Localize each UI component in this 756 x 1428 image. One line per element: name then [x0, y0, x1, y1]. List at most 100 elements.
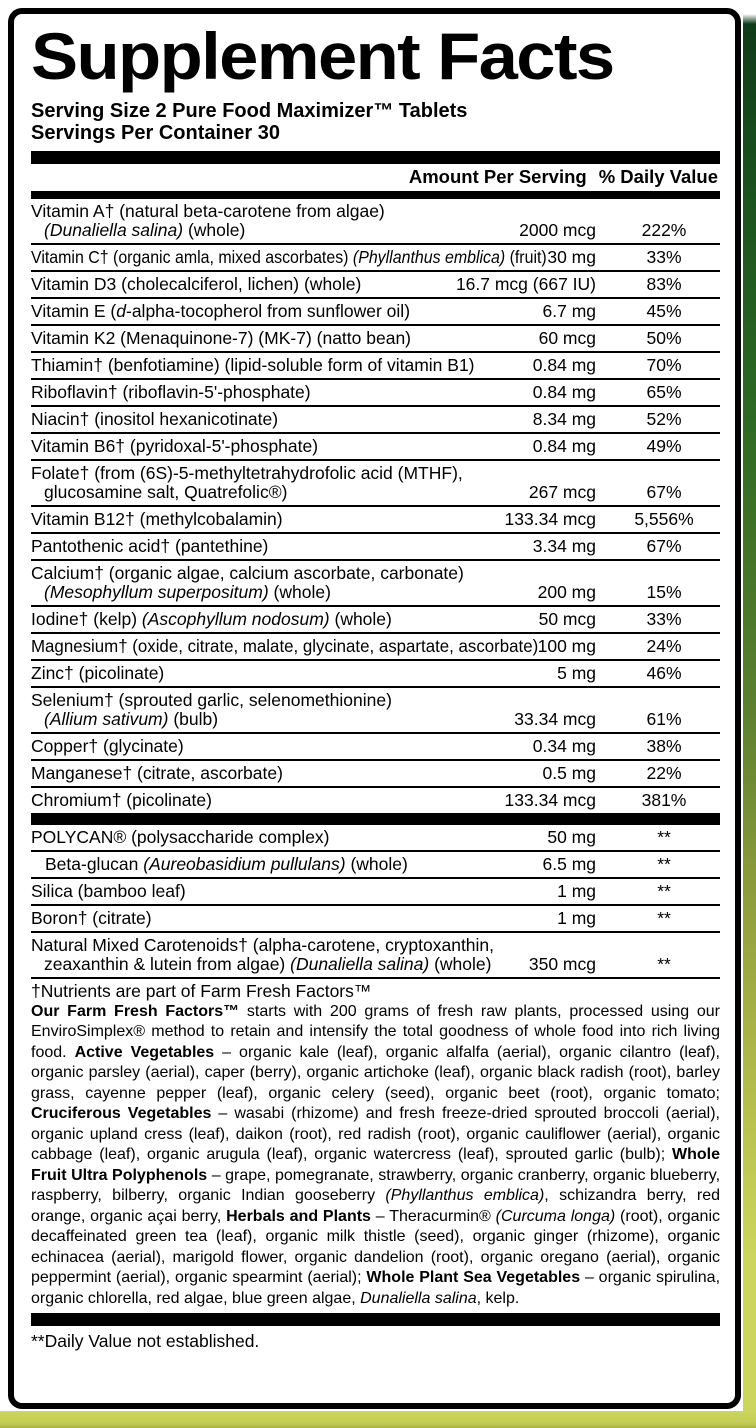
daily-value: 33% [646, 246, 682, 267]
amount-per-serving: 0.84 mg [532, 381, 596, 402]
supplement-facts-panel: Supplement Facts Serving Size 2 Pure Foo… [8, 8, 741, 1409]
table-row: Vitamin C† (organic amla, mixed ascorbat… [31, 242, 720, 270]
table-row: Thiamin† (benfotiamine) (lipid-soluble f… [31, 350, 720, 378]
daily-value: ** [657, 880, 671, 901]
ingredient-name: Iodine† (kelp) (Ascophyllum nodosum) (wh… [31, 608, 392, 629]
amount-per-serving: 50 mcg [538, 608, 596, 629]
daily-value: 15% [646, 581, 682, 602]
table-row: Pantothenic acid† (pantethine) 3.34 mg 67% [31, 531, 720, 559]
amount-per-serving: 133.34 mcg [504, 789, 596, 810]
amount-per-serving: 6.5 mg [542, 853, 597, 874]
ingredient-name: Manganese† (citrate, ascorbate) [31, 762, 283, 783]
serving-size-text: Serving Size 2 Pure Food Maximizer™ Tabl… [31, 99, 468, 122]
ingredients-paragraph: Our Farm Fresh Factors™ starts with 200 … [31, 1002, 721, 1307]
table-row: Manganese† (citrate, ascorbate) 0.5 mg 22% [31, 758, 720, 786]
ingredient-name: Chromium† (picolinate) [31, 789, 212, 810]
daily-value: 38% [646, 735, 682, 756]
other-ingredients-section: POLYCAN® (polysaccharide complex) 50 mg **… [31, 825, 720, 977]
amount-per-serving: 350 mcg [528, 953, 596, 974]
ingredient-name: Copper† (glycinate) [31, 735, 184, 756]
thick-divider-top [31, 150, 720, 164]
amount-per-serving: 6.7 mg [542, 300, 597, 321]
panel-title: Supplement Facts [31, 19, 615, 93]
daily-value: 65% [646, 381, 682, 402]
table-row: Chromium† (picolinate) 133.34 mcg 381% [31, 785, 720, 813]
table-row: Selenium† (sprouted garlic, selenomethio… [31, 685, 720, 732]
table-row: POLYCAN® (polysaccharide complex) 50 mg ** [31, 825, 720, 850]
table-row: Calcium† (organic algae, calcium ascorba… [31, 558, 720, 605]
amount-per-serving: 8.34 mg [532, 408, 596, 429]
ingredient-name: Calcium† (organic algae, calcium ascorba… [31, 562, 464, 602]
amount-per-serving: 60 mcg [538, 327, 596, 348]
amount-per-serving: 2000 mcg [519, 219, 596, 240]
table-row: Zinc† (picolinate) 5 mg 46% [31, 658, 720, 686]
amount-per-serving: 267 mcg [528, 481, 596, 502]
daily-value: 70% [646, 354, 682, 375]
daily-value: ** [657, 853, 671, 874]
daily-value: 83% [646, 273, 682, 294]
table-row: Vitamin B12† (methylcobalamin) 133.34 mcg… [31, 504, 720, 532]
ingredient-name: Vitamin B6† (pyridoxal-5'-phosphate) [31, 435, 319, 456]
amount-per-serving: 1 mg [557, 880, 596, 901]
amount-per-serving: 30 mg [547, 246, 596, 267]
table-row: Copper† (glycinate) 0.34 mg 38% [31, 731, 720, 759]
package-background-bottom [0, 1411, 756, 1428]
amount-per-serving: 133.34 mcg [504, 508, 596, 529]
amount-per-serving: 3.34 mg [532, 535, 596, 556]
daily-value-column-header: % Daily Value [598, 165, 718, 187]
table-row: Iodine† (kelp) (Ascophyllum nodosum) (wh… [31, 604, 720, 632]
amount-per-serving: 100 mg [537, 635, 596, 656]
amount-column-header: Amount Per Serving [408, 165, 587, 187]
amount-per-serving: 50 mg [547, 826, 596, 847]
daily-value: 45% [646, 300, 682, 321]
ingredient-name: Thiamin† (benfotiamine) (lipid-soluble f… [31, 354, 475, 375]
daily-value: 46% [646, 662, 682, 683]
ingredient-name: Selenium† (sprouted garlic, selenomethio… [31, 689, 392, 729]
amount-per-serving: 0.84 mg [532, 435, 596, 456]
ingredient-name: Vitamin B12† (methylcobalamin) [31, 508, 283, 529]
table-row: Beta-glucan (Aureobasidium pullulans) (w… [31, 849, 720, 877]
amount-per-serving: 0.84 mg [532, 354, 596, 375]
table-row: Vitamin D3 (cholecalciferol, lichen) (wh… [31, 269, 720, 297]
daily-value: 5,556% [634, 508, 694, 529]
ingredient-name: Niacin† (inositol hexanicotinate) [31, 408, 279, 429]
ingredient-name: Folate† (from (6S)-5-methyltetrahydrofol… [31, 462, 463, 502]
table-row: Vitamin E (d-alpha-tocopherol from sunfl… [31, 296, 720, 324]
amount-per-serving: 1 mg [557, 907, 596, 928]
thick-divider-bottom [31, 1313, 720, 1327]
daily-value: 24% [646, 635, 682, 656]
amount-per-serving: 0.5 mg [542, 762, 597, 783]
amount-per-serving: 5 mg [557, 662, 596, 683]
amount-per-serving: 16.7 mcg (667 IU) [455, 273, 596, 294]
ingredient-name: Vitamin C† (organic amla, mixed ascorbat… [31, 246, 547, 267]
daily-value: ** [657, 953, 671, 974]
ingredient-name: Boron† (citrate) [31, 907, 152, 928]
ingredient-name: Beta-glucan (Aureobasidium pullulans) (w… [45, 853, 408, 874]
divider-below-header [31, 190, 720, 199]
table-row: Riboflavin† (riboflavin-5'-phosphate) 0.8… [31, 377, 720, 405]
table-row: Magnesium† (oxide, citrate, malate, glyc… [31, 631, 720, 659]
daily-value: 67% [646, 481, 682, 502]
ingredient-name: Natural Mixed Carotenoids† (alpha-carote… [31, 934, 495, 974]
ingredient-name: Vitamin A† (natural beta-carotene from a… [31, 200, 385, 240]
amount-per-serving: 33.34 mcg [514, 708, 596, 729]
daily-value: 222% [641, 219, 687, 240]
divider-above-footnote [31, 976, 720, 979]
dagger-footnote: †Nutrients are part of Farm Fresh Factor… [31, 980, 372, 1001]
servings-per-container-text: Servings Per Container 30 [31, 121, 280, 144]
daily-value: 67% [646, 535, 682, 556]
table-row: Boron† (citrate) 1 mg ** [31, 903, 720, 931]
daily-value-footnote: **Daily Value not established. [31, 1331, 260, 1352]
daily-value: ** [657, 826, 671, 847]
table-row: Silica (bamboo leaf) 1 mg ** [31, 876, 720, 904]
column-header-row: Amount Per Serving % Daily Value [31, 164, 720, 191]
daily-value: 33% [646, 608, 682, 629]
ingredient-name: Vitamin E (d-alpha-tocopherol from sunfl… [31, 300, 411, 321]
ingredient-name: Pantothenic acid† (pantethine) [31, 535, 269, 556]
ingredient-name: Riboflavin† (riboflavin-5'-phosphate) [31, 381, 311, 402]
daily-value: 381% [641, 789, 687, 810]
package-background-right [743, 0, 756, 1428]
table-row: Natural Mixed Carotenoids† (alpha-carote… [31, 930, 720, 977]
ingredient-name: POLYCAN® (polysaccharide complex) [31, 826, 330, 847]
